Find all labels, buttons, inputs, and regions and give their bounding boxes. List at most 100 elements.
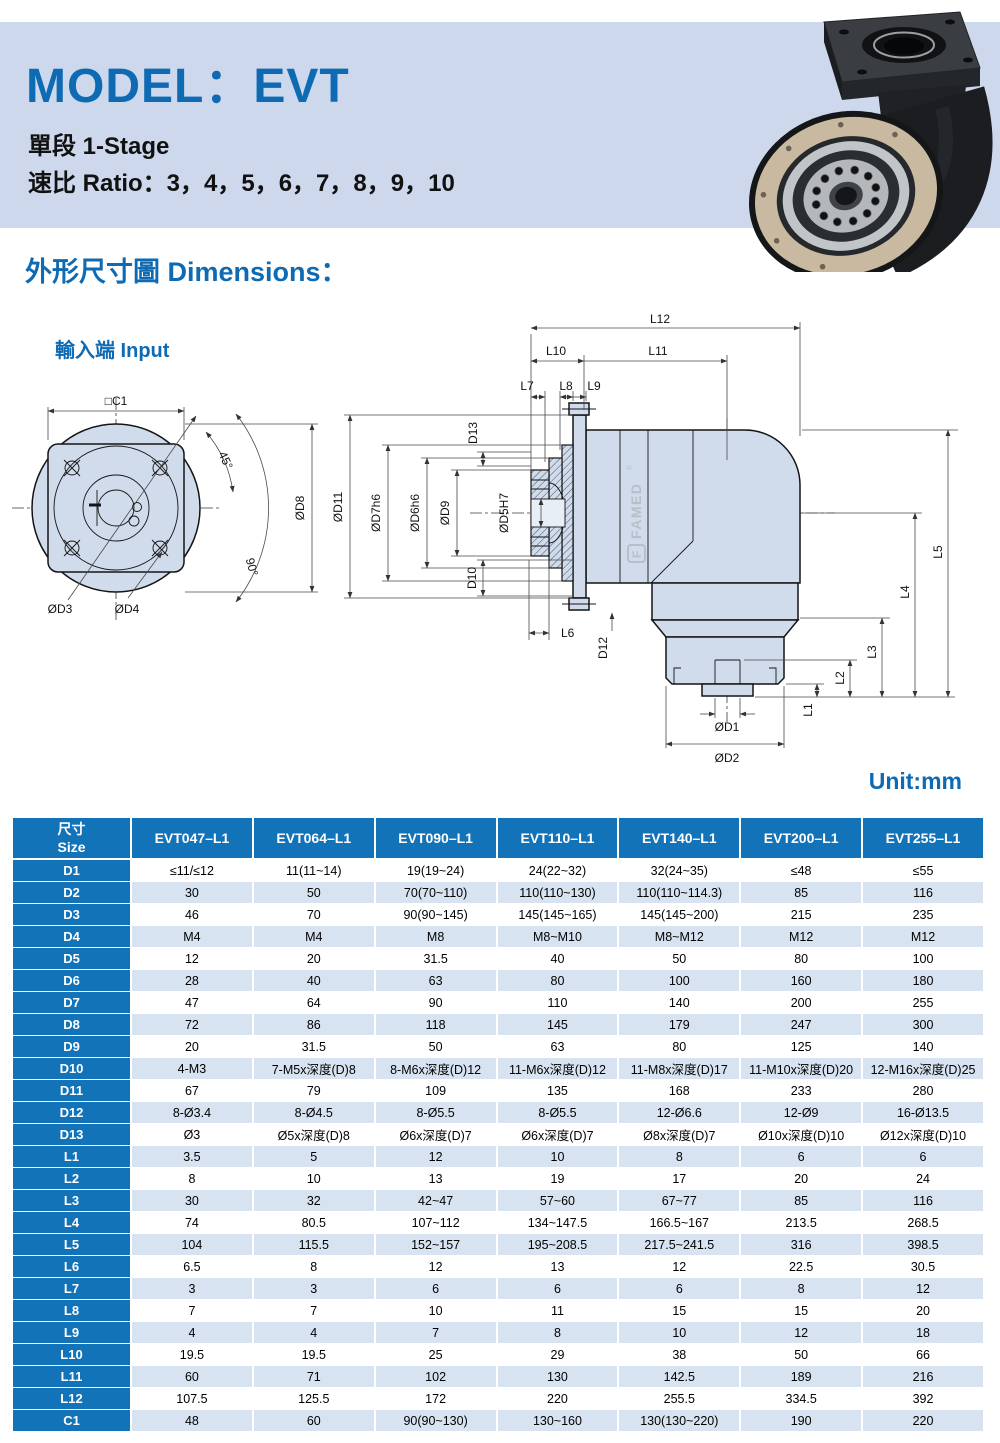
row-label: D12 <box>13 1101 132 1124</box>
cell: 57~60 <box>496 1189 620 1212</box>
cell: 220 <box>496 1387 620 1410</box>
cell: 67 <box>131 1079 254 1102</box>
table-row: L5 104 115.5 152~157 195~208.5 217.5~241.5 316… <box>13 1233 985 1256</box>
cell: 50 <box>618 947 742 970</box>
cell: 18 <box>862 1321 985 1344</box>
cell: 268.5 <box>862 1211 985 1234</box>
cell: 6 <box>862 1145 985 1168</box>
cell: 316 <box>740 1233 864 1256</box>
cell: 31.5 <box>374 947 498 970</box>
row-label: L5 <box>13 1233 132 1256</box>
dim-label-l3: L3 <box>865 645 879 659</box>
dim-label-d5: ØD5H7 <box>497 493 511 533</box>
cell: 116 <box>862 881 985 904</box>
cell: 216 <box>862 1365 985 1388</box>
cell: Ø5x深度(D)8 <box>252 1123 376 1146</box>
cell: 47 <box>131 991 254 1014</box>
cell: 70(70~110) <box>374 881 498 904</box>
column-header: EVT200–L1 <box>740 818 864 860</box>
cell: 86 <box>252 1013 376 1036</box>
cell: 7-M5x深度(D)8 <box>252 1057 376 1080</box>
cell: 70 <box>252 903 376 926</box>
cell: ≤11/≤12 <box>131 859 254 882</box>
cell: 116 <box>862 1189 985 1212</box>
table-row: L12 107.5 125.5 172 220 255.5 334.5 392 <box>13 1387 985 1410</box>
dim-label-d9: ØD9 <box>438 500 452 525</box>
cell: Ø10x深度(D)10 <box>740 1123 864 1146</box>
cell: 10 <box>496 1145 620 1168</box>
cell: 12 <box>374 1255 498 1278</box>
cell: 8 <box>618 1145 742 1168</box>
cell: M4 <box>131 925 254 948</box>
cell: 217.5~241.5 <box>618 1233 742 1256</box>
column-header: EVT255–L1 <box>862 818 985 860</box>
row-label: L6 <box>13 1255 132 1278</box>
row-label: D4 <box>13 925 132 948</box>
cell: 30.5 <box>862 1255 985 1278</box>
dim-label-l1: L1 <box>801 703 815 717</box>
side-view: F FAMED ® L12 L10 L11 L7 L8 L9 L6 D12 <box>331 312 958 765</box>
dim-label-l8: L8 <box>559 379 573 393</box>
cell: 4 <box>252 1321 376 1344</box>
cell: 130~160 <box>496 1409 620 1432</box>
row-label: L4 <box>13 1211 132 1234</box>
cell: 46 <box>131 903 254 926</box>
cell: 67~77 <box>618 1189 742 1212</box>
table-row: L3 30 32 42~47 57~60 67~77 85 116 <box>13 1189 985 1212</box>
column-header: EVT090–L1 <box>374 818 498 860</box>
dim-label-d2: ØD2 <box>715 751 740 765</box>
svg-text:®: ® <box>626 464 634 470</box>
cell: 12 <box>740 1321 864 1344</box>
cell: 8 <box>252 1255 376 1278</box>
table-row: L8 7 7 10 11 15 15 20 <box>13 1299 985 1322</box>
table-row: L10 19.5 19.5 25 29 38 50 66 <box>13 1343 985 1366</box>
row-label: L9 <box>13 1321 132 1344</box>
cell: 85 <box>740 881 864 904</box>
cell: 7 <box>131 1299 254 1322</box>
cell: 7 <box>252 1299 376 1322</box>
cell: 90(90~130) <box>374 1409 498 1432</box>
row-label: L8 <box>13 1299 132 1322</box>
cell: 50 <box>740 1343 864 1366</box>
row-label: L1 <box>13 1145 132 1168</box>
cell: 8 <box>740 1277 864 1300</box>
dim-label-d6: ØD6h6 <box>408 494 422 532</box>
cell: 140 <box>618 991 742 1014</box>
cell: 160 <box>740 969 864 992</box>
dim-label-d1: ØD1 <box>715 720 740 734</box>
column-header: EVT140–L1 <box>618 818 742 860</box>
cell: 40 <box>252 969 376 992</box>
cell: 19 <box>496 1167 620 1190</box>
cell: Ø6x深度(D)7 <box>374 1123 498 1146</box>
front-view: □C1 45° 90° ØD3 ØD4 ØD8 <box>12 394 318 622</box>
cell: Ø8x深度(D)7 <box>618 1123 742 1146</box>
dim-label-l10: L10 <box>546 344 566 358</box>
cell: 28 <box>131 969 254 992</box>
table-row: L4 74 80.5 107~112 134~147.5 166.5~167 213.5 26… <box>13 1211 985 1234</box>
dimension-drawing: □C1 45° 90° ØD3 ØD4 ØD8 <box>12 312 958 765</box>
row-label: L10 <box>13 1343 132 1366</box>
cell: 168 <box>618 1079 742 1102</box>
cell: 300 <box>862 1013 985 1036</box>
cell: ≤48 <box>740 859 864 882</box>
cell: 71 <box>252 1365 376 1388</box>
cell: 11-M6x深度(D)12 <box>496 1057 620 1080</box>
cell: 11-M10x深度(D)20 <box>740 1057 864 1080</box>
table-header-row: 尺寸 Size EVT047–L1 EVT064–L1 EVT090–L1 EV… <box>13 818 985 860</box>
cell: 72 <box>131 1013 254 1036</box>
cell: 85 <box>740 1189 864 1212</box>
cell: 195~208.5 <box>496 1233 620 1256</box>
cell: 145 <box>496 1013 620 1036</box>
cell: 64 <box>252 991 376 1014</box>
dim-label-45: 45° <box>215 449 235 472</box>
dimensions-heading: 外形尺寸圖 Dimensions： <box>25 257 348 287</box>
cell: 80 <box>618 1035 742 1058</box>
table-row: C1 48 60 90(90~130) 130~160 130(130~220) 190 22… <box>13 1409 985 1432</box>
brand-watermark: F FAMED ® <box>626 464 646 563</box>
cell: 90(90~145) <box>374 903 498 926</box>
row-label: D8 <box>13 1013 132 1036</box>
row-label: L11 <box>13 1365 132 1388</box>
cell: 80.5 <box>252 1211 376 1234</box>
dim-label-d8: ØD8 <box>293 495 307 520</box>
cell: 102 <box>374 1365 498 1388</box>
